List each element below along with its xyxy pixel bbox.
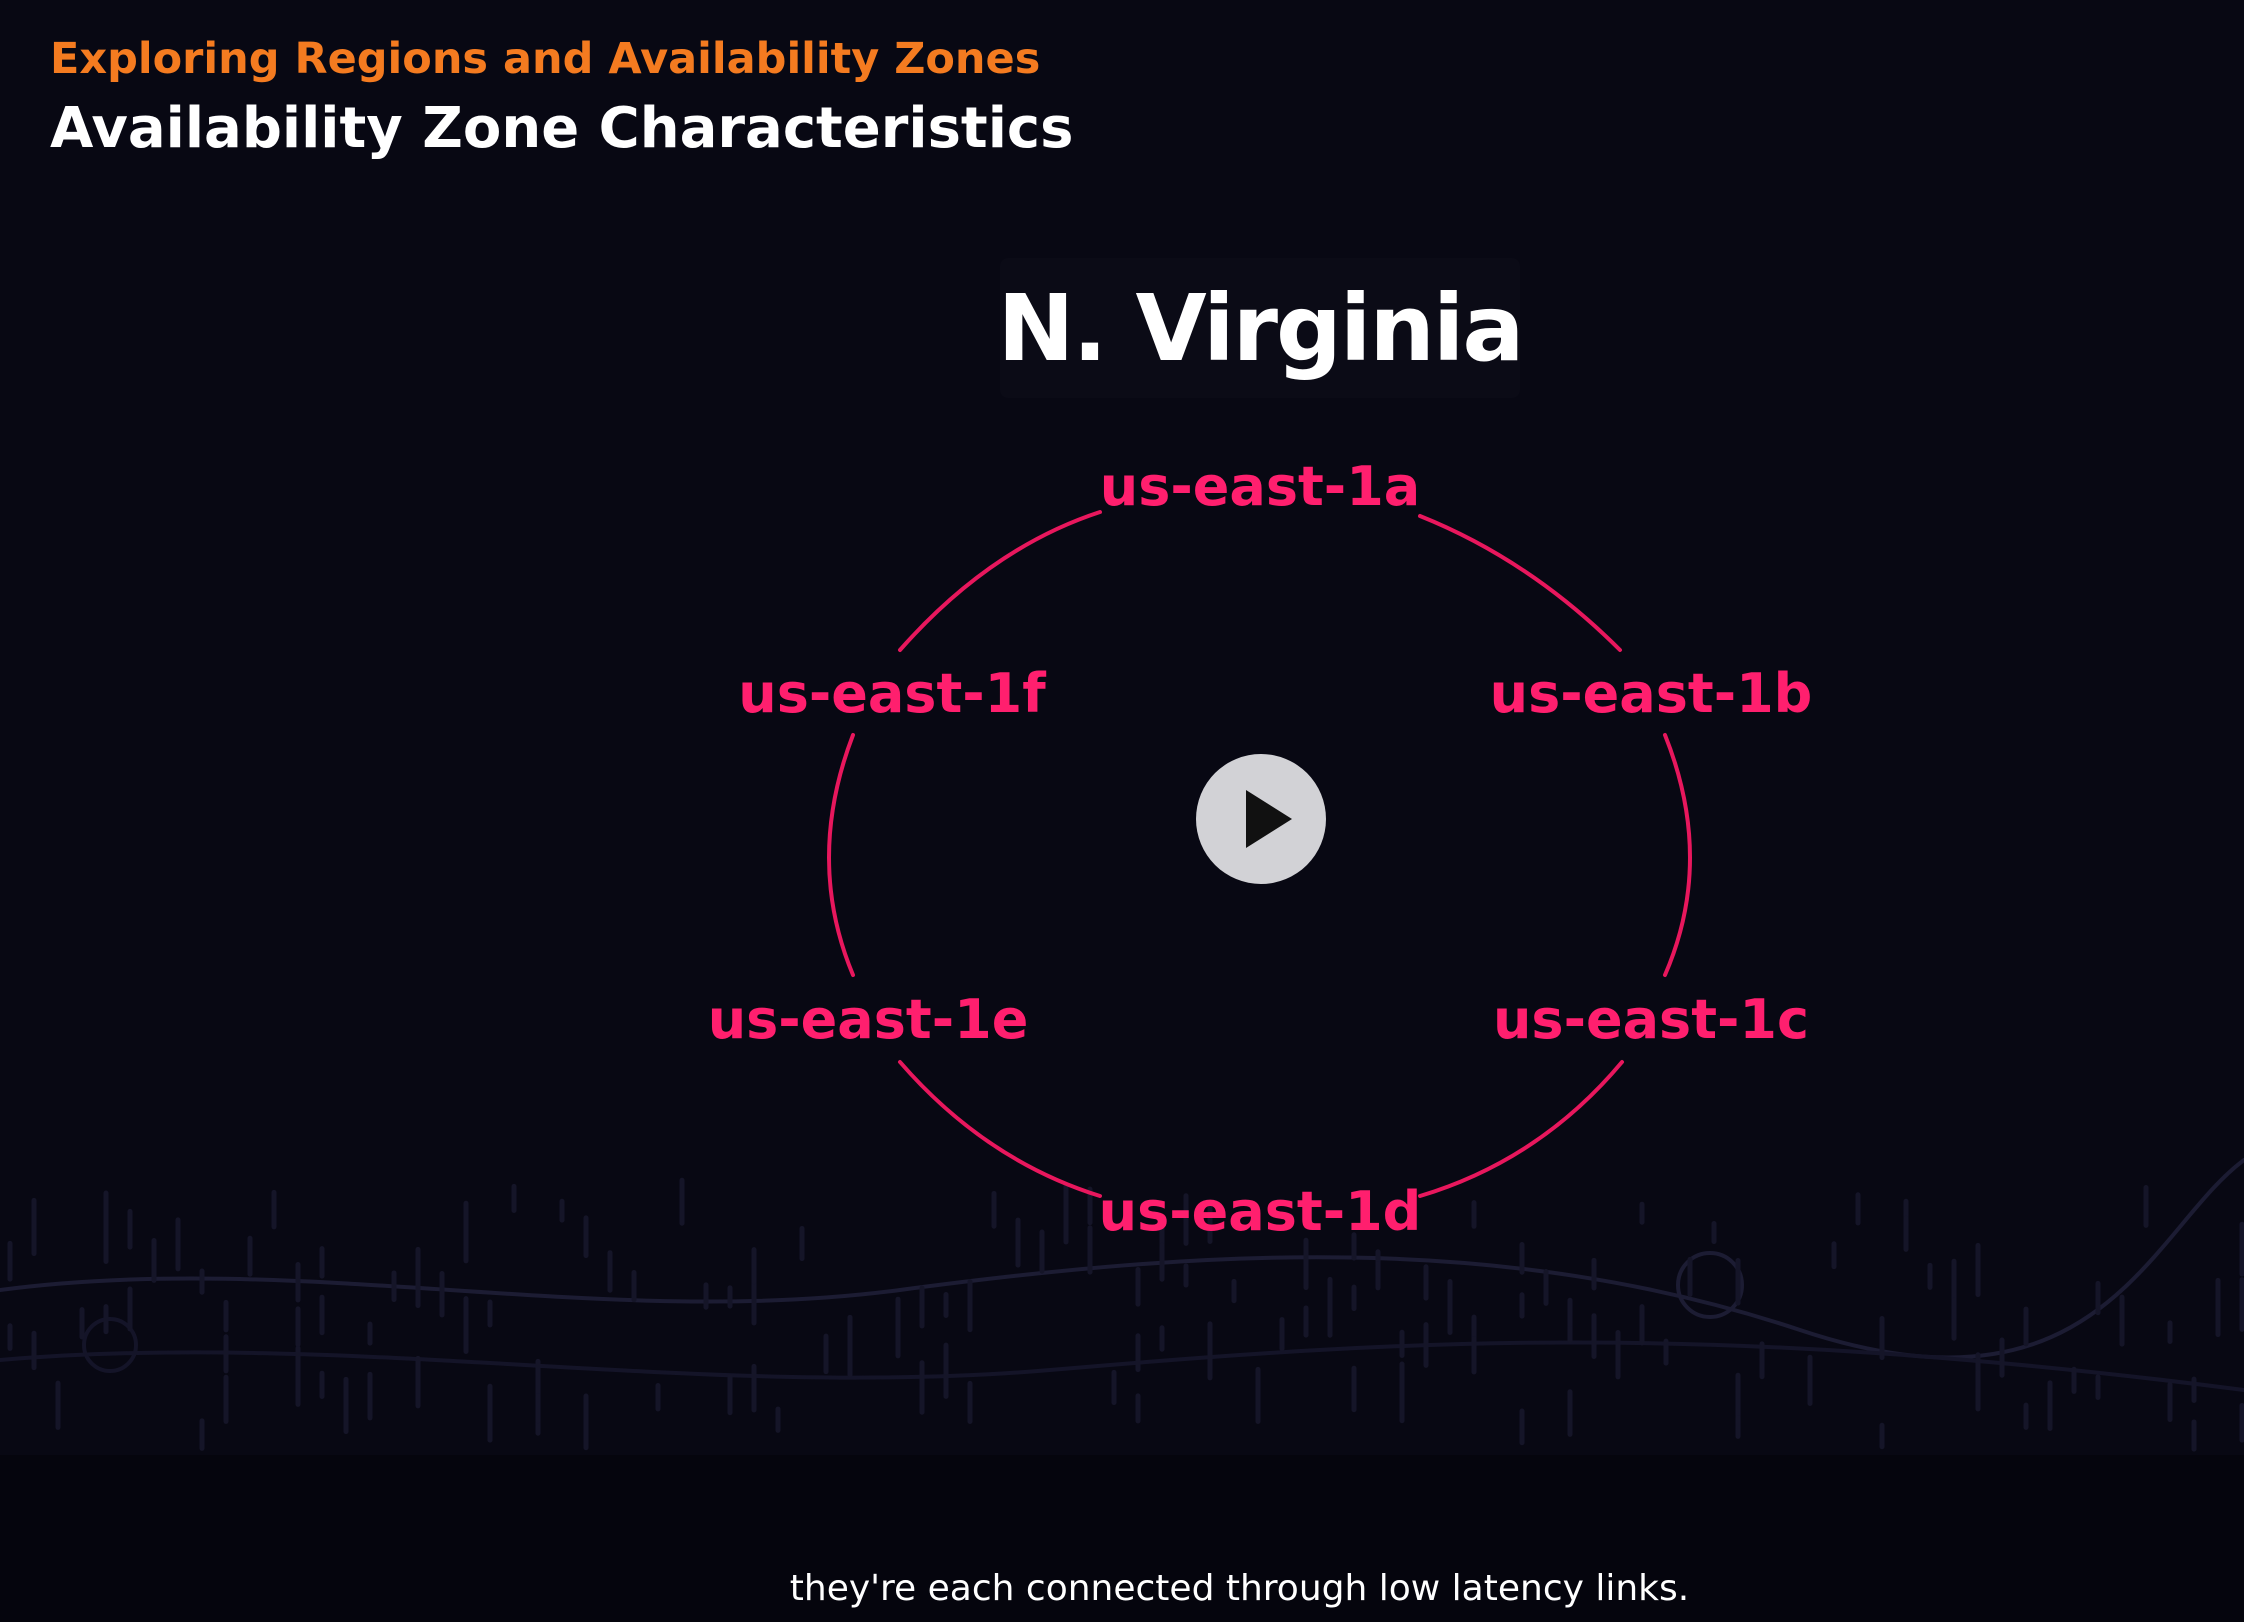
- az-label-us-east-1b: us-east-1b: [1489, 662, 1813, 725]
- az-label-us-east-1f: us-east-1f: [738, 662, 1046, 725]
- ring-arc-a-f: [898, 510, 1102, 652]
- slide-title: Availability Zone Characteristics: [50, 96, 1074, 161]
- az-label-us-east-1e: us-east-1e: [707, 988, 1029, 1051]
- play-icon: [1246, 790, 1292, 848]
- ring-arc-a-b: [1418, 514, 1622, 652]
- caption-bar: [0, 1455, 2244, 1622]
- ring-arc-e-d: [898, 1060, 1102, 1198]
- ring-arc-f-e: [827, 733, 855, 977]
- background-decoration: [0, 1158, 2244, 1452]
- region-label: N. Virginia: [998, 258, 1524, 398]
- az-ring: [827, 510, 1692, 1198]
- ring-arc-c-d: [1418, 1060, 1624, 1198]
- az-label-us-east-1a: us-east-1a: [1099, 455, 1421, 518]
- az-label-us-east-1c: us-east-1c: [1492, 988, 1810, 1051]
- ring-arc-b-c: [1663, 733, 1692, 977]
- lesson-kicker: Exploring Regions and Availability Zones: [50, 34, 1041, 84]
- subtitle-caption: they're each connected through low laten…: [789, 1568, 1690, 1609]
- az-label-us-east-1d: us-east-1d: [1098, 1180, 1422, 1243]
- video-frame[interactable]: Exploring Regions and Availability Zones…: [0, 0, 2244, 1455]
- play-button[interactable]: [1196, 754, 1326, 884]
